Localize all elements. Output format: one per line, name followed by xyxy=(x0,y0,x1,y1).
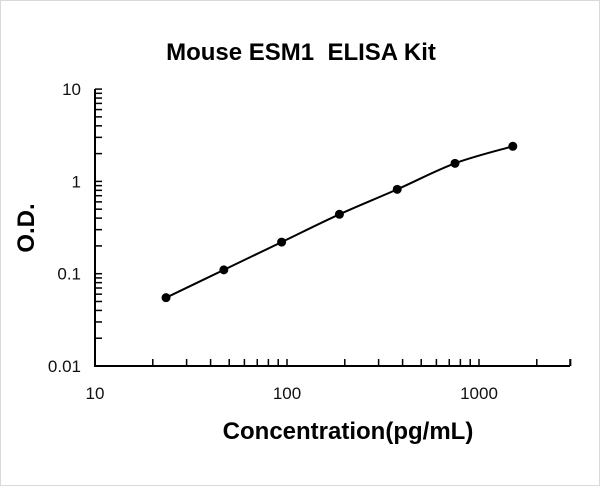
x-axis-title: Concentration(pg/mL) xyxy=(223,418,474,445)
x-tick-label: 100 xyxy=(273,384,301,403)
y-tick-label: 0.01 xyxy=(48,357,81,376)
y-tick-label: 0.1 xyxy=(57,265,81,284)
y-axis-title: O.D. xyxy=(13,203,40,252)
data-point-marker xyxy=(450,158,460,168)
data-point-markers xyxy=(161,141,518,303)
tick-labels: 10 1 0.1 0.01 10 100 1000 xyxy=(48,80,498,403)
chart-title: Mouse ESM1 ELISA Kit xyxy=(166,39,436,66)
y-tick-label: 10 xyxy=(62,80,81,99)
y-tick-label: 1 xyxy=(72,172,81,191)
data-point-marker xyxy=(334,209,344,219)
data-point-marker xyxy=(277,237,287,247)
data-point-marker xyxy=(219,265,229,275)
standard-curve-line xyxy=(165,145,514,299)
data-point-marker xyxy=(392,184,402,194)
x-tick-label: 1000 xyxy=(460,384,498,403)
data-point-marker xyxy=(161,293,171,303)
axis-ticks xyxy=(94,88,572,367)
data-point-marker xyxy=(508,141,518,151)
axes xyxy=(94,89,570,367)
x-tick-label: 10 xyxy=(86,384,105,403)
